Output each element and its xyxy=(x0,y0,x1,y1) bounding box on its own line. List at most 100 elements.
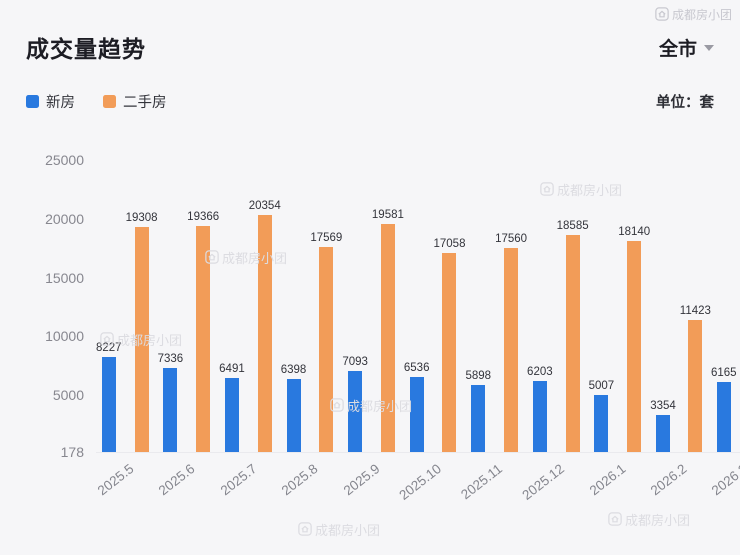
x-axis-label: 2025.12 xyxy=(519,461,568,503)
bar xyxy=(594,395,609,452)
bar-group: 6536 17058 2025.10 xyxy=(396,160,465,502)
x-axis-label: 2025.6 xyxy=(155,461,198,499)
region-selector-label: 全市 xyxy=(658,38,697,60)
watermark-label: 成都房小团 xyxy=(315,522,381,538)
x-axis-label: 2025.10 xyxy=(396,461,444,503)
bar xyxy=(319,247,334,452)
y-tick-label: 25000 xyxy=(45,152,84,168)
bar-value-label: 6165 xyxy=(710,366,737,379)
bar-column: 19581 xyxy=(372,160,404,452)
bar-value-label: 19308 xyxy=(125,211,158,224)
legend-label: 二手房 xyxy=(123,95,167,111)
bar-group: 8227 19308 2025.5 xyxy=(94,160,158,498)
bar-column: 6203 xyxy=(527,160,553,452)
page-title: 成交量趋势 xyxy=(26,36,146,62)
bar-column: 6165 xyxy=(711,160,737,452)
y-tick-label: 20000 xyxy=(45,210,84,227)
y-tick-label: 10000 xyxy=(45,328,84,345)
plot-area: 8227 19308 2025.5 7336 19366 2025.6 6491 20354 2… xyxy=(94,160,740,503)
bar-column: 5898 xyxy=(465,160,491,452)
bar-value-label: 20354 xyxy=(248,199,281,212)
bar-value-label: 19366 xyxy=(187,211,220,224)
bar-group: 5007 18140 2026.1 xyxy=(587,160,650,499)
watermark: 成都房小团 xyxy=(298,522,380,538)
bar-value-label: 6536 xyxy=(403,362,430,375)
bar xyxy=(134,226,149,452)
region-selector[interactable]: 全市 xyxy=(659,34,714,61)
bar-column: 20354 xyxy=(249,160,281,452)
bar-value-label: 18140 xyxy=(618,225,651,238)
bar-value-label: 6491 xyxy=(219,362,245,375)
bar-value-label: 5898 xyxy=(465,369,492,382)
bar-group: 7093 19581 2025.9 xyxy=(341,160,404,498)
x-axis-label: 2026.2 xyxy=(648,461,690,499)
bar-value-label: 17560 xyxy=(495,232,528,245)
bar-column: 17058 xyxy=(433,160,465,452)
bar-value-label: 18585 xyxy=(556,220,589,233)
legend-item-1[interactable]: 二手房 xyxy=(103,91,167,112)
bar-column: 17560 xyxy=(495,160,527,452)
unit-label: 单位：套 xyxy=(656,95,714,111)
legend-swatch xyxy=(26,95,39,108)
bar-value-label: 11423 xyxy=(679,304,711,317)
legend-item-0[interactable]: 新房 xyxy=(26,91,75,112)
bar-value-label: 17569 xyxy=(310,232,343,245)
x-axis-label: 2025.8 xyxy=(278,461,321,499)
bar-column: 7093 xyxy=(342,160,368,452)
house-logo-icon xyxy=(608,512,622,528)
header: 成交量趋势 全市 xyxy=(26,30,714,64)
bar-column: 6536 xyxy=(403,160,430,452)
bar xyxy=(656,414,670,452)
bar xyxy=(163,367,178,452)
bar xyxy=(716,381,731,452)
bar-value-label: 8227 xyxy=(96,342,122,355)
brand-logo-label: 成都房小团 xyxy=(671,8,732,22)
bar-column: 18140 xyxy=(618,160,650,452)
bar-value-label: 6398 xyxy=(280,363,307,376)
bar xyxy=(286,378,301,452)
bar-group: 6203 18585 2025.12 xyxy=(519,160,589,502)
bar xyxy=(196,226,211,452)
bar-group: 6398 17569 2025.8 xyxy=(279,160,342,498)
bar-value-label: 17058 xyxy=(433,238,466,251)
watermark: 成都房小团 xyxy=(608,512,690,528)
bar xyxy=(348,370,363,452)
bar-column: 19308 xyxy=(126,160,158,452)
bar-chart: 178 5000 10000 15000 20000 25000 8227 19308 202… xyxy=(26,152,740,503)
bar xyxy=(627,240,642,452)
bar xyxy=(224,377,239,452)
bar xyxy=(471,384,486,452)
bar xyxy=(380,223,395,452)
bar-value-label: 6203 xyxy=(527,366,553,379)
legend: 新房 二手房 xyxy=(26,91,167,112)
bar-group: 5898 17560 2025.11 xyxy=(459,160,527,503)
y-axis: 178 5000 10000 15000 20000 25000 xyxy=(26,152,96,460)
bar-value-label: 3354 xyxy=(650,399,676,412)
y-tick-label: 5000 xyxy=(52,387,84,404)
brand-logo: 成都房小团 xyxy=(655,7,732,23)
bar-column: 19366 xyxy=(187,160,219,452)
bar xyxy=(257,214,272,452)
bar-column: 17569 xyxy=(310,160,342,452)
x-axis-label: 2025.5 xyxy=(94,461,137,499)
bar-column: 11423 xyxy=(680,160,711,452)
watermark-label: 成都房小团 xyxy=(625,512,691,528)
bar-group: 7336 19366 2025.6 xyxy=(156,160,219,498)
bar xyxy=(101,357,116,452)
bar xyxy=(565,235,580,452)
bar-column: 7336 xyxy=(158,160,183,452)
bar xyxy=(532,381,547,452)
bar-value-label: 5007 xyxy=(588,380,615,393)
bar-value-label: 19581 xyxy=(371,208,404,221)
x-axis-label: 2025.7 xyxy=(217,461,260,499)
bar xyxy=(688,319,703,452)
bar-value-label: 7093 xyxy=(342,355,368,368)
bar-column: 6398 xyxy=(280,160,307,452)
y-tick-label: 178 xyxy=(60,444,84,460)
legend-swatch xyxy=(103,95,116,108)
bar-group: 6491 20354 2025.7 xyxy=(217,160,281,499)
legend-label: 新房 xyxy=(46,95,75,111)
bar-column: 8227 xyxy=(96,160,122,452)
x-axis-label: 2026.1 xyxy=(586,461,629,499)
